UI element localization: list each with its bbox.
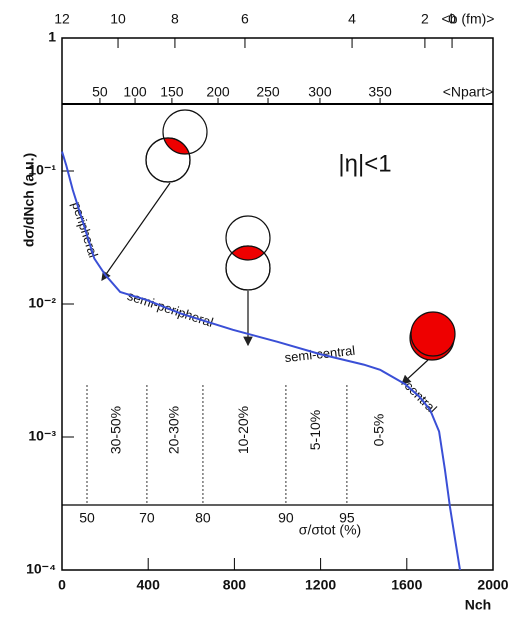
y-tick-label: 10⁻⁴ [26,561,56,577]
x-tick-label: 1600 [391,577,422,593]
y-tick-label: 10⁻¹ [28,162,56,178]
centrality-tick-label: 95 [339,510,355,526]
x-tick-label: 0 [58,577,66,593]
centrality-bin-label: 20-30% [166,406,182,454]
centrality-bin-label: 5-10% [307,410,323,450]
npart-tick-label: 350 [368,84,392,100]
b-tick-label: 2 [421,11,429,27]
b-tick-label: 10 [110,11,126,27]
centrality-bin-label: 0-5% [371,414,387,447]
collision-icons [101,109,456,385]
npart-tick-label: 250 [256,84,280,100]
x-axis-label: Nch [465,597,491,613]
npart-tick-label: 200 [206,84,230,100]
centrality-axis-label: σ/σtot (%) [299,522,361,538]
b-tick-label: 4 [348,11,356,27]
b-tick-label: 0 [448,11,456,27]
npart-tick-label: 50 [92,84,108,100]
b-tick-label: 8 [171,11,179,27]
centrality-bin-label: 10-20% [235,406,251,454]
x-tick-label: 400 [137,577,161,593]
x-tick-label: 1200 [305,577,336,593]
b-tick-label: 12 [54,11,70,27]
y-tick-label: 10⁻³ [28,428,56,444]
centrality-tick-label: 90 [278,510,294,526]
b-axis-label: <b (fm)> [442,11,495,27]
y-axis-label: dσ/dNch (a.u.) [21,153,37,247]
y-tick-label: 10⁻² [28,295,56,311]
y-tick-label: 1 [48,29,56,45]
annotation: |η|<1 [338,150,391,177]
centrality-tick-label: 80 [195,510,211,526]
npart-tick-label: 300 [308,84,332,100]
data-line [61,151,461,571]
centrality-bin-label: 30-50% [108,406,124,454]
frame [61,37,494,571]
centrality-tick-label: 70 [139,510,155,526]
npart-axis-label: <Npart> [443,84,494,100]
npart-tick-label: 100 [123,84,147,100]
b-tick-label: 6 [241,11,249,27]
centrality-tick-label: 50 [79,510,95,526]
x-tick-label: 800 [223,577,247,593]
npart-tick-label: 150 [160,84,184,100]
x-tick-label: 2000 [477,577,508,593]
